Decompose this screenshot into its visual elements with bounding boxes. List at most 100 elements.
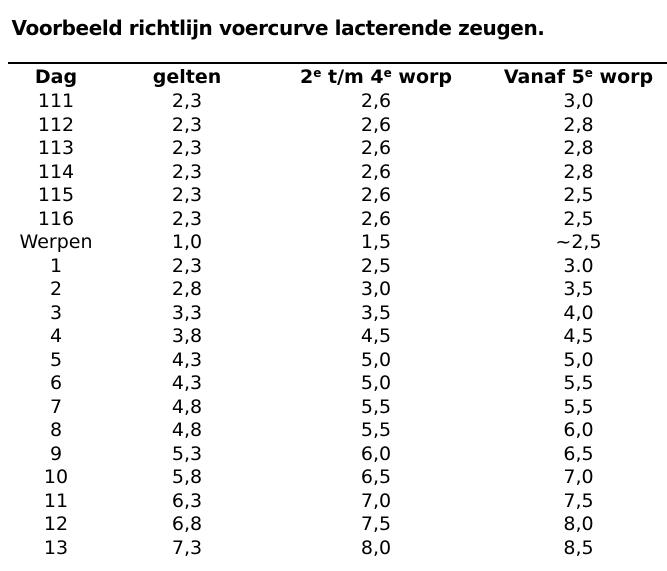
table-row: 111 2,3 2,6 3,0 <box>0 90 667 114</box>
table-cell: 2,5 <box>563 207 594 230</box>
table-cell: 112 <box>37 113 75 136</box>
table-cell: 3,5 <box>563 278 594 301</box>
table-cell: 5,8 <box>171 466 203 489</box>
table-row: 2 2,8 3,0 3,5 <box>0 278 667 302</box>
table-cell: 7,3 <box>171 536 203 559</box>
table-cell: 115 <box>37 184 75 207</box>
table-row: 9 5,3 6,0 6,5 <box>0 443 667 467</box>
table-cell: 5,5 <box>563 395 594 418</box>
table-cell: 3,8 <box>171 325 203 348</box>
table-cell: 6 <box>49 372 63 395</box>
table-cell: 3,5 <box>360 301 392 324</box>
table-cell: 2 <box>49 278 63 301</box>
table-cell: 5,5 <box>563 372 594 395</box>
table-cell: 4,3 <box>171 348 203 371</box>
table-row: 114 2,3 2,6 2,8 <box>0 161 667 185</box>
table-cell: 8,0 <box>563 513 594 536</box>
table-cell: 1 <box>49 254 63 277</box>
table-cell: 5,0 <box>360 372 392 395</box>
table-cell: 4,8 <box>171 395 203 418</box>
table-row: 1 2,3 2,5 3.0 <box>0 255 667 279</box>
table-cell: 2,5 <box>563 184 594 207</box>
table-cell: 3 <box>49 301 63 324</box>
table-row: 13 7,3 8,0 8,5 <box>0 537 667 561</box>
header-superscript: e <box>383 66 392 80</box>
table-cell: 12 <box>43 513 69 536</box>
table-cell: 5,0 <box>360 348 392 371</box>
table-cell: 2,8 <box>171 278 203 301</box>
table-row: 7 4,8 5,5 5,5 <box>0 396 667 420</box>
table-cell: 114 <box>37 160 75 183</box>
title-area: Voorbeeld richtlijn voercurve lacterende… <box>0 0 556 62</box>
table-cell: 2,3 <box>171 137 203 160</box>
table-cell: 111 <box>37 90 75 113</box>
table-cell: 5,5 <box>360 395 392 418</box>
table-body: 111 2,3 2,6 3,0 112 2,3 2,6 2,8 113 2,3 2,6 2,8 114 2… <box>0 90 667 560</box>
table-cell: 6,5 <box>360 466 392 489</box>
table-cell: 6,8 <box>171 513 203 536</box>
header-text: Vanaf 5 <box>503 66 585 88</box>
table-cell: 5 <box>49 348 63 371</box>
table-cell: 5,3 <box>171 442 203 465</box>
table-cell: 2,6 <box>360 207 392 230</box>
table-cell: 2,6 <box>360 184 392 207</box>
table-cell: 4 <box>49 325 63 348</box>
table-cell: 2,8 <box>563 160 594 183</box>
column-header-vanaf-5-worp: Vanaf 5e worp <box>490 67 667 87</box>
table-cell: 2,3 <box>171 207 203 230</box>
table-row: 5 4,3 5,0 5,0 <box>0 349 667 373</box>
table-cell: 2,3 <box>171 184 203 207</box>
table-cell: 4,0 <box>563 301 594 324</box>
table-cell: 8,0 <box>360 536 392 559</box>
table-cell: 3,0 <box>563 90 594 113</box>
table-cell: 2,8 <box>563 113 594 136</box>
table-cell: 2,8 <box>563 137 594 160</box>
table-cell: 3,0 <box>360 278 392 301</box>
table-cell: ~2,5 <box>555 231 602 254</box>
table-cell: 1,5 <box>360 231 392 254</box>
table-cell: 3,3 <box>171 301 203 324</box>
header-superscript: e <box>584 66 593 80</box>
header-text: worp <box>391 66 452 88</box>
column-header-dag: Dag <box>0 65 112 88</box>
table-cell: 116 <box>37 207 75 230</box>
table-row: 11 6,3 7,0 7,5 <box>0 490 667 514</box>
table-cell: 8 <box>49 419 63 442</box>
table-cell: 2,6 <box>360 137 392 160</box>
table-cell: 2,6 <box>360 113 392 136</box>
table-cell: 2,6 <box>360 90 392 113</box>
table-header-row: Dag gelten 2e t/m 4e worp Vanaf 5e worp <box>0 64 667 90</box>
table-row: 116 2,3 2,6 2,5 <box>0 208 667 232</box>
table-cell: 2,3 <box>171 160 203 183</box>
table-cell: Werpen <box>19 231 93 254</box>
table-cell: 7 <box>49 395 63 418</box>
header-superscript: e <box>313 66 322 80</box>
table-cell: 7,0 <box>563 466 594 489</box>
table-cell: 10 <box>43 466 69 489</box>
table-cell: 113 <box>37 137 75 160</box>
header-text: worp <box>592 66 654 88</box>
table-cell: 2,5 <box>360 254 392 277</box>
table-cell: 2,3 <box>171 90 203 113</box>
table-cell: 4,3 <box>171 372 203 395</box>
header-text: Dag <box>34 65 78 88</box>
table-top-rule <box>8 62 667 64</box>
column-header-worp-2-tm-4: 2e t/m 4e worp <box>262 67 490 87</box>
page-title: Voorbeeld richtlijn voercurve lacterende… <box>11 16 545 40</box>
table-row: 8 4,8 5,5 6,0 <box>0 419 667 443</box>
table-row: 115 2,3 2,6 2,5 <box>0 184 667 208</box>
table-cell: 13 <box>43 536 69 559</box>
table-cell: 6,0 <box>563 419 594 442</box>
table-row: 113 2,3 2,6 2,8 <box>0 137 667 161</box>
table-cell: 7,5 <box>360 513 392 536</box>
table-row: Werpen 1,0 1,5 ~2,5 <box>0 231 667 255</box>
table-cell: 6,0 <box>360 442 392 465</box>
table-row: 3 3,3 3,5 4,0 <box>0 302 667 326</box>
column-header-gelten: gelten <box>112 67 262 87</box>
table-cell: 3.0 <box>563 254 594 277</box>
table-row: 112 2,3 2,6 2,8 <box>0 114 667 138</box>
header-text: 2 <box>300 66 314 88</box>
table-cell: 4,5 <box>360 325 392 348</box>
table-cell: 7,0 <box>360 489 392 512</box>
